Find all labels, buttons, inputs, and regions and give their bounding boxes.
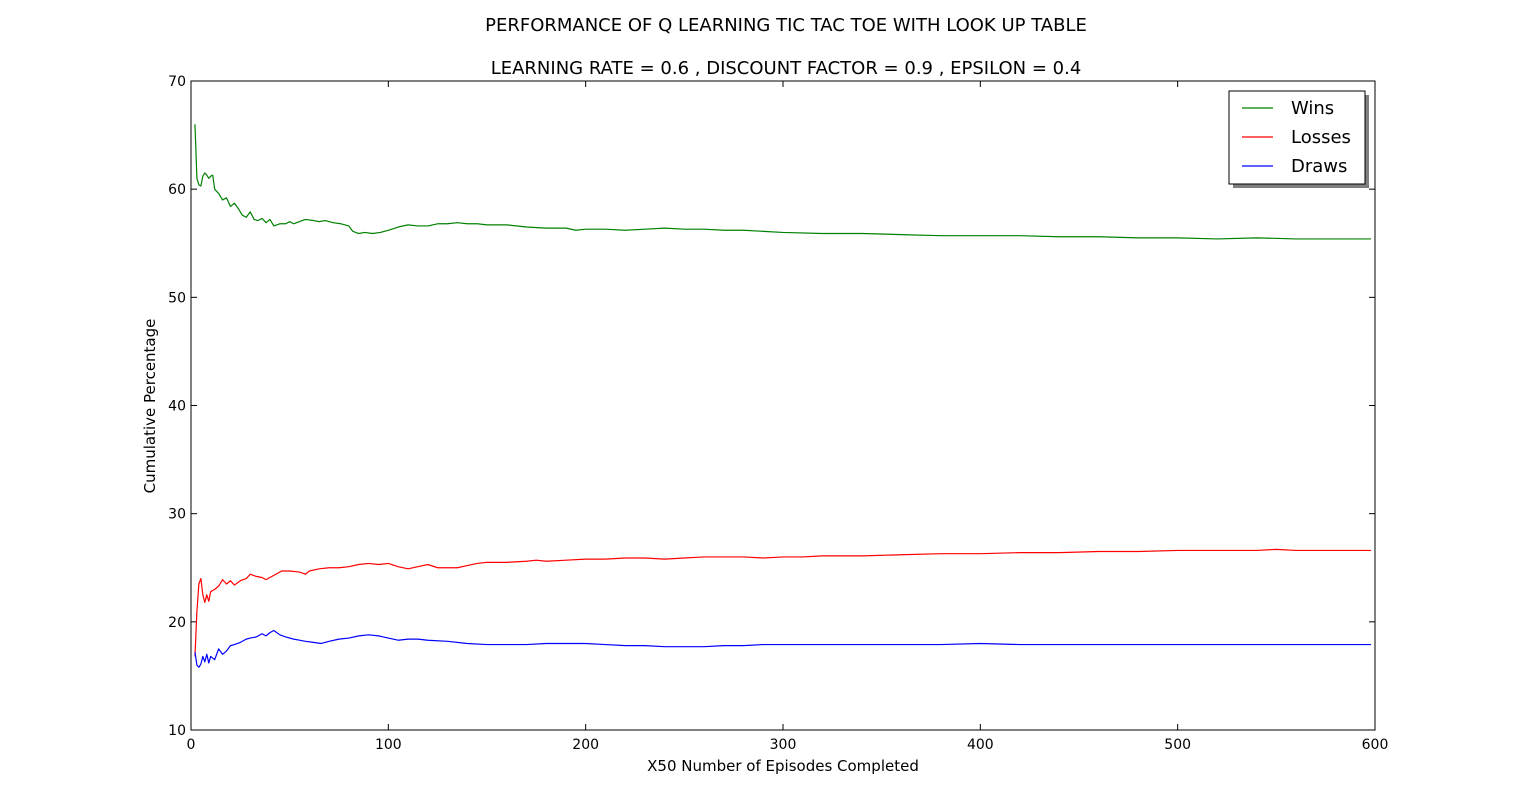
- x-tick-label: 300: [770, 737, 797, 753]
- legend-label-losses: Losses: [1291, 127, 1351, 148]
- legend-entries: Wins Losses Draws: [1242, 98, 1351, 177]
- y-tick-label: 70: [168, 74, 186, 90]
- x-axis-label: X50 Number of Episodes Completed: [647, 757, 919, 775]
- series-line-draws: [194, 629, 1372, 668]
- series-line-wins: [194, 124, 1372, 240]
- chart-subtitle: LEARNING RATE = 0.6 , DISCOUNT FACTOR = …: [491, 58, 1082, 79]
- y-tick-label: 50: [168, 290, 186, 306]
- y-tick-label: 10: [168, 723, 186, 739]
- x-tick-label: 400: [967, 737, 994, 753]
- y-tick-label: 40: [168, 399, 186, 415]
- y-axis-label: Cumulative Percentage: [141, 319, 159, 494]
- series-line-losses: [194, 548, 1372, 657]
- x-tick-label: 200: [572, 737, 599, 753]
- y-tick-label: 30: [168, 507, 186, 523]
- x-tick-label: 0: [187, 737, 196, 753]
- axis-ticks: 0 100 200 300 400 500 600 10 20 30 40 50 60 70: [168, 74, 1388, 753]
- legend: Wins Losses Draws: [1228, 90, 1369, 188]
- x-tick-label: 600: [1362, 737, 1389, 753]
- legend-label-wins: Wins: [1291, 98, 1334, 119]
- plot-area: 0 100 200 300 400 500 600 10 20 30 40 50 60 70: [168, 74, 1388, 753]
- series-lines: [194, 124, 1372, 668]
- y-tick-label: 20: [168, 615, 186, 631]
- x-tick-label: 100: [375, 737, 402, 753]
- legend-label-draws: Draws: [1291, 156, 1347, 177]
- y-tick-label: 60: [168, 182, 186, 198]
- x-tick-label: 500: [1164, 737, 1191, 753]
- chart-title: PERFORMANCE OF Q LEARNING TIC TAC TOE WI…: [485, 15, 1087, 36]
